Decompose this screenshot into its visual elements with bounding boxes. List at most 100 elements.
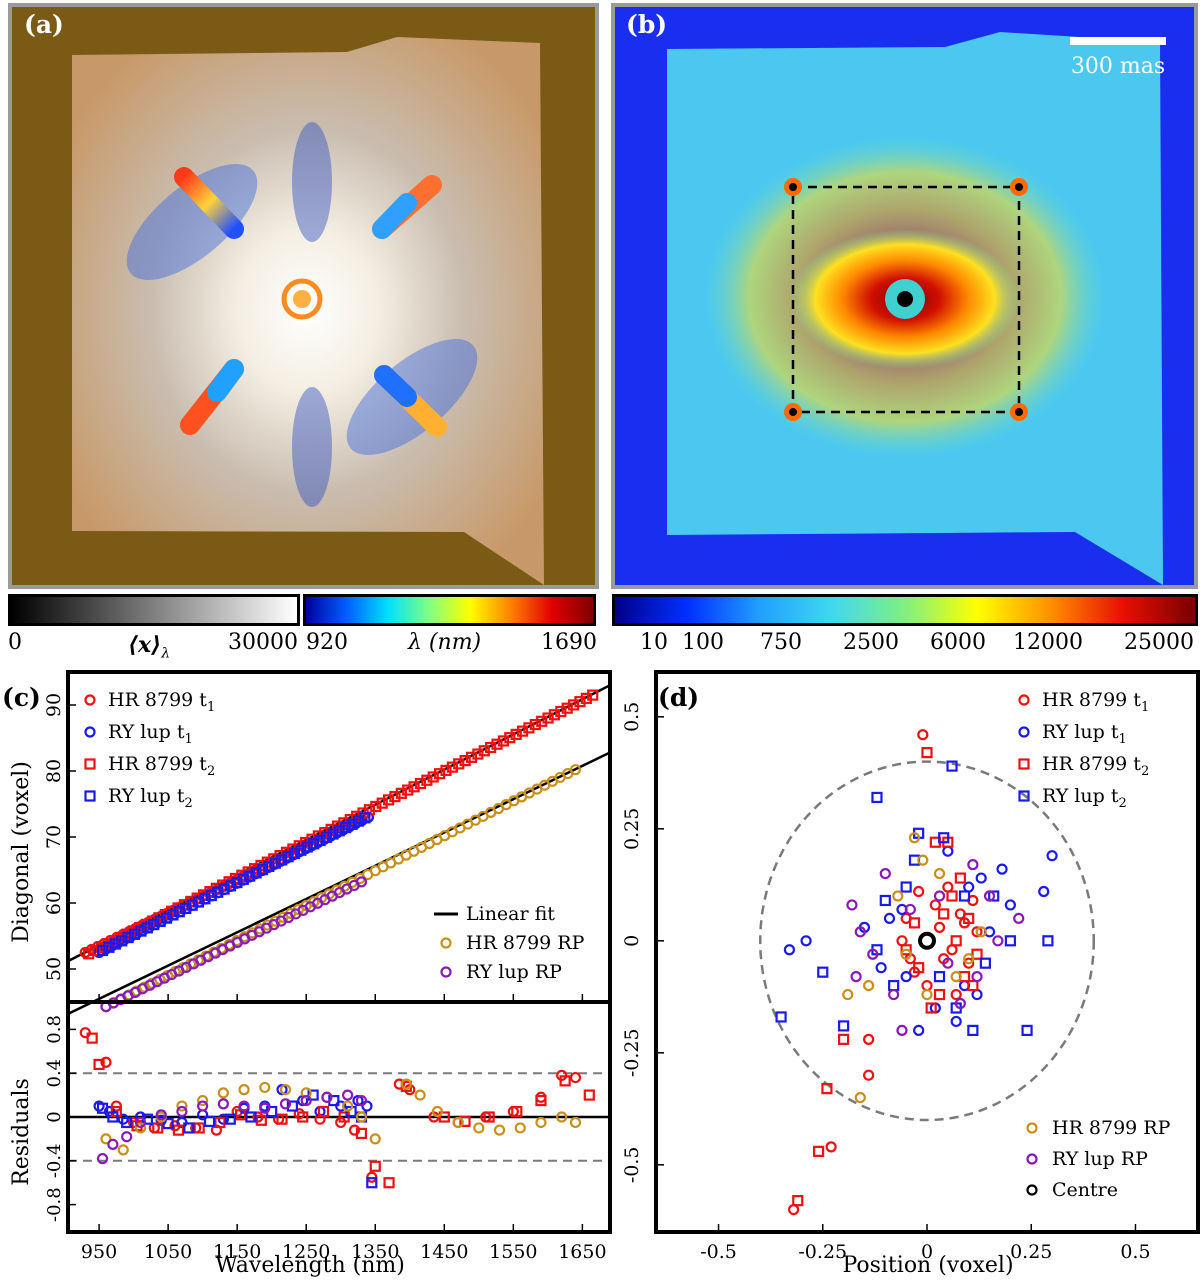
c-top-ylabel: Diagonal (voxel)	[9, 761, 34, 943]
position-hr-8799-t2	[792, 1195, 804, 1207]
point-ry-lup-t2	[314, 834, 326, 847]
position-ry-lup-rp	[850, 971, 862, 983]
satellite-spot-streak	[372, 193, 417, 239]
residual-ry-lup-t2	[245, 1111, 257, 1123]
legend-marker	[1018, 726, 1030, 738]
position-ry-lup-rp	[1013, 912, 1025, 924]
point-hr-8799-t2	[529, 718, 541, 731]
residual-hr-8799-t2	[438, 1111, 450, 1123]
point-hr-8799-t2	[516, 725, 529, 737]
legend-marker	[84, 790, 96, 802]
wavelength-min-label: 920	[306, 630, 348, 655]
point-ry-lup-t2	[128, 928, 141, 940]
point-hr-8799-t2	[453, 758, 465, 770]
residual-hr-8799-t2	[255, 1114, 267, 1126]
point-ry-lup-t2	[231, 876, 243, 889]
point-hr-8799-t2	[536, 715, 548, 727]
residual-hr-8799-t1	[535, 1091, 547, 1103]
position-ry-lup-t1	[942, 845, 954, 857]
residual-hr-8799-t2	[93, 1058, 105, 1071]
point-hr-8799-t2	[89, 944, 101, 957]
satellite-spot-streak	[174, 167, 244, 239]
panel-b-svg: 300 mas	[615, 7, 1194, 585]
position-ry-lup-rp	[954, 997, 966, 1010]
legend-marker	[440, 966, 452, 978]
residual-hr-8799-t2	[317, 1105, 330, 1118]
c-bottom-ytick-label: -0.4	[44, 1143, 65, 1178]
satellite-spot-streak	[374, 365, 417, 407]
d-xtick-label: -0.25	[798, 1241, 847, 1263]
c-xlabel: Wavelength (nm)	[215, 1253, 405, 1278]
intensity-min-label: 0	[8, 630, 22, 655]
point-hr-8799-t2	[402, 784, 414, 796]
point-ry-lup-t2	[154, 915, 166, 927]
point-ry-lup-t2	[148, 919, 160, 931]
speckle-lobe	[126, 164, 258, 280]
point-ry-lup-t2	[167, 909, 179, 921]
residual-hr-8799-t2	[511, 1105, 523, 1118]
position-ry-lup-t2	[871, 791, 883, 804]
point-ry-lup-t2	[288, 847, 301, 860]
position-ry-lup-rp	[967, 859, 979, 871]
position-hr-8799-t1	[963, 957, 975, 969]
point-hr-8799-t2	[382, 794, 395, 806]
position-hr-8799-t2	[967, 980, 979, 992]
position-ry-lup-rp	[983, 890, 996, 902]
point-ry-lup-t2	[301, 841, 313, 853]
position-ry-lup-t2	[888, 980, 900, 992]
residual-hr-8799-t1	[100, 1056, 112, 1068]
position-ry-lup-t1	[975, 872, 987, 884]
scale-bar-label: 300 mas	[1071, 54, 1165, 79]
position-ry-lup-t1	[950, 1015, 962, 1028]
intensity-label: ⟨x⟩λ	[128, 632, 170, 661]
residual-ry-lup-rp	[259, 1102, 271, 1114]
panel-a-label: (a)	[24, 10, 64, 39]
position-ry-lup-t2	[938, 832, 950, 844]
residual-hr-8799-t2	[459, 1115, 471, 1127]
d-ytick-label: 0.25	[621, 808, 643, 850]
residual-hr-8799-t2	[369, 1160, 381, 1172]
position-ry-lup-t2	[1021, 1024, 1033, 1036]
point-ry-lup-t2	[218, 883, 230, 895]
c-xtick-label: 1550	[489, 1241, 537, 1263]
point-ry-lup-t2	[160, 912, 173, 924]
position-ry-lup-t1	[913, 1024, 925, 1036]
residual-hr-8799-rp	[355, 1111, 368, 1123]
d-ytick-label: -0.5	[621, 1146, 643, 1183]
point-ry-lup-t2	[276, 854, 288, 866]
intensity-colorbar	[8, 594, 300, 626]
position-ry-lup-t1	[963, 881, 975, 893]
point-hr-8799-t2	[459, 754, 471, 767]
legend-label: HR 8799 t1	[1042, 689, 1149, 715]
position-hr-8799-t1	[917, 729, 929, 741]
point-ry-lup-t2	[308, 838, 320, 850]
residual-hr-8799-t2	[172, 1124, 185, 1136]
position-ry-lup-t1	[1004, 899, 1016, 911]
position-ry-lup-t1	[971, 988, 983, 1001]
residual-ry-lup-t2	[307, 1089, 319, 1101]
point-hr-8799-t2	[510, 728, 522, 740]
counts-tick: 100	[682, 630, 724, 655]
residual-ry-lup-rp	[96, 1153, 109, 1165]
point-ry-lup-t2	[96, 944, 109, 957]
residual-ry-lup-t2	[121, 1116, 133, 1129]
point-hr-8799-t2	[574, 696, 586, 708]
position-hr-8799-t2	[900, 944, 912, 956]
d-plot: -0.5 -0.25 0 0.25 0.5 0.5 0.25 0 -0.25 -0.5 HR 879…	[621, 689, 1171, 1263]
point-hr-8799-t2	[370, 800, 382, 813]
residual-ry-lup-rp	[342, 1089, 354, 1101]
position-hr-8799-t2	[821, 1083, 833, 1095]
position-ry-lup-rp	[888, 988, 900, 1001]
position-hr-8799-t1	[933, 921, 946, 933]
point-hr-8799-t2	[421, 774, 433, 786]
point-ry-lup-rp	[355, 876, 368, 888]
star-core	[897, 291, 913, 307]
point-ry-lup-t2	[186, 899, 198, 911]
point-hr-8799-t2	[548, 709, 561, 721]
residual-hr-8799-rp	[342, 1100, 354, 1112]
position-hr-8799-t2	[950, 935, 962, 947]
residual-hr-8799-rp	[431, 1105, 443, 1118]
panel-b-image: 300 mas	[611, 3, 1198, 589]
residual-hr-8799-t2	[86, 1032, 98, 1044]
counts-tick: 6000	[930, 630, 986, 655]
